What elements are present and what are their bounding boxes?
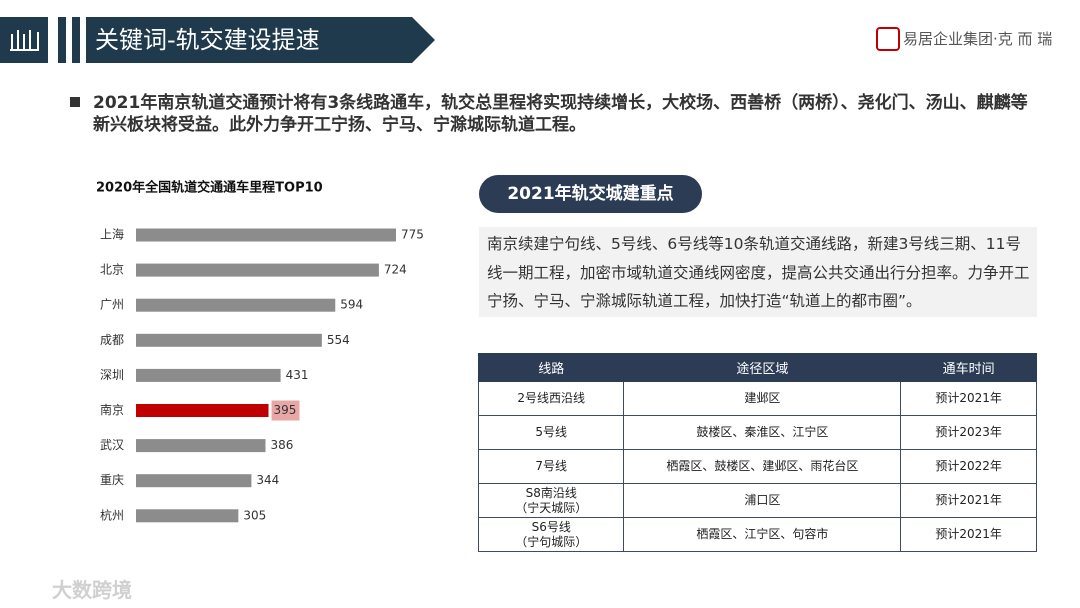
table-header-row: 线路 途径区域 通车时间 <box>477 353 1037 382</box>
header-bar <box>86 17 435 63</box>
value-label: 344 <box>256 473 279 487</box>
table-cell: 5号线 <box>477 415 625 450</box>
table-row: S6号线 （宁句城际） 栖霞区、江宁区、句容市 预计2021年 <box>477 517 1037 552</box>
bullet-text: 2021年南京轨道交通预计将有3条线路通车，轨交总里程将实现持续增长，大校场、西… <box>93 93 1028 135</box>
y-tick-label: 上海 <box>100 227 124 242</box>
table-row: 2号线西沿线 建邺区 预计2021年 <box>477 381 1037 416</box>
value-label: 305 <box>243 508 266 522</box>
y-tick-label: 重庆 <box>100 473 124 487</box>
chart-title: 2020年全国轨道交通通车里程TOP10 <box>96 180 323 196</box>
panel-title-pill <box>479 175 702 213</box>
logo-text: 易居企业集团·克 而 瑞 <box>903 30 1053 48</box>
y-tick-label: 南京 <box>100 402 124 417</box>
bar <box>136 474 252 488</box>
table-cell: 预计2021年 <box>900 483 1037 518</box>
bullet-square <box>70 97 80 107</box>
bar <box>136 439 266 453</box>
table-header-cell: 途径区域 <box>623 353 902 382</box>
bar <box>136 298 336 312</box>
table-cell: 预计2022年 <box>900 449 1037 484</box>
table-cell: 鼓楼区、秦淮区、江宁区 <box>623 415 902 450</box>
value-label: 724 <box>384 263 407 277</box>
panel-box <box>479 227 1037 317</box>
logo-icon <box>876 27 900 51</box>
table-row: 5号线 鼓楼区、秦淮区、江宁区 预计2023年 <box>477 415 1037 450</box>
y-tick-label: 深圳 <box>100 368 124 382</box>
table-cell: 7号线 <box>477 449 625 484</box>
bar <box>136 509 239 523</box>
value-label: 386 <box>270 438 293 452</box>
header-stripe <box>58 17 66 63</box>
value-label: 431 <box>286 368 309 382</box>
value-label: 395 <box>274 403 297 417</box>
header-stripe <box>72 17 80 63</box>
table-cell: 2号线西沿线 <box>477 381 625 416</box>
table-cell: 栖霞区、江宁区、句容市 <box>623 517 902 552</box>
table: 线路 途径区域 通车时间 2号线西沿线 建邺区 预计2021年 5号线 鼓楼区、秦淮区、江宁区… <box>477 353 1037 552</box>
panel-title: 2021年轨交城建重点 <box>507 184 674 204</box>
table-cell: 浦口区 <box>623 483 902 518</box>
header-icon <box>10 30 39 51</box>
table-row: 7号线 栖霞区、鼓楼区、建邺区、雨花台区 预计2022年 <box>477 449 1037 484</box>
table-header-cell: 线路 <box>477 353 625 382</box>
value-label: 775 <box>401 228 424 242</box>
y-tick-label: 成都 <box>100 333 124 347</box>
table-cell: S6号线 （宁句城际） <box>477 517 625 552</box>
table-cell: S8南沿线 （宁天城际） <box>477 483 625 518</box>
value-label: 594 <box>340 298 363 312</box>
table-cell: 预计2021年 <box>900 517 1037 552</box>
y-tick-label: 广州 <box>100 298 124 312</box>
bar <box>136 368 281 382</box>
y-tick-label: 武汉 <box>100 438 124 452</box>
table-cell: 栖霞区、鼓楼区、建邺区、雨花台区 <box>623 449 902 484</box>
table-row: S8南沿线 （宁天城际） 浦口区 预计2021年 <box>477 483 1037 518</box>
value-label: 554 <box>327 333 350 347</box>
y-tick-label: 杭州 <box>100 507 124 522</box>
bar <box>136 263 379 277</box>
bar <box>136 404 269 417</box>
table-cell: 预计2021年 <box>900 381 1037 416</box>
y-tick-label: 北京 <box>100 263 124 277</box>
table-cell: 预计2023年 <box>900 415 1037 450</box>
value-label-bg <box>271 400 300 421</box>
table-header-cell: 通车时间 <box>900 353 1037 382</box>
bar <box>136 228 396 242</box>
table-cell: 建邺区 <box>623 381 902 416</box>
panel-text: 南京续建宁句线、5号线、6号线等10条轨道交通线路，新建3号线三期、11号线一期… <box>487 235 1030 310</box>
header-title: 关键词-轨交建设提速 <box>95 26 320 54</box>
bar <box>136 333 322 347</box>
watermark: 大数跨境 <box>52 578 132 602</box>
